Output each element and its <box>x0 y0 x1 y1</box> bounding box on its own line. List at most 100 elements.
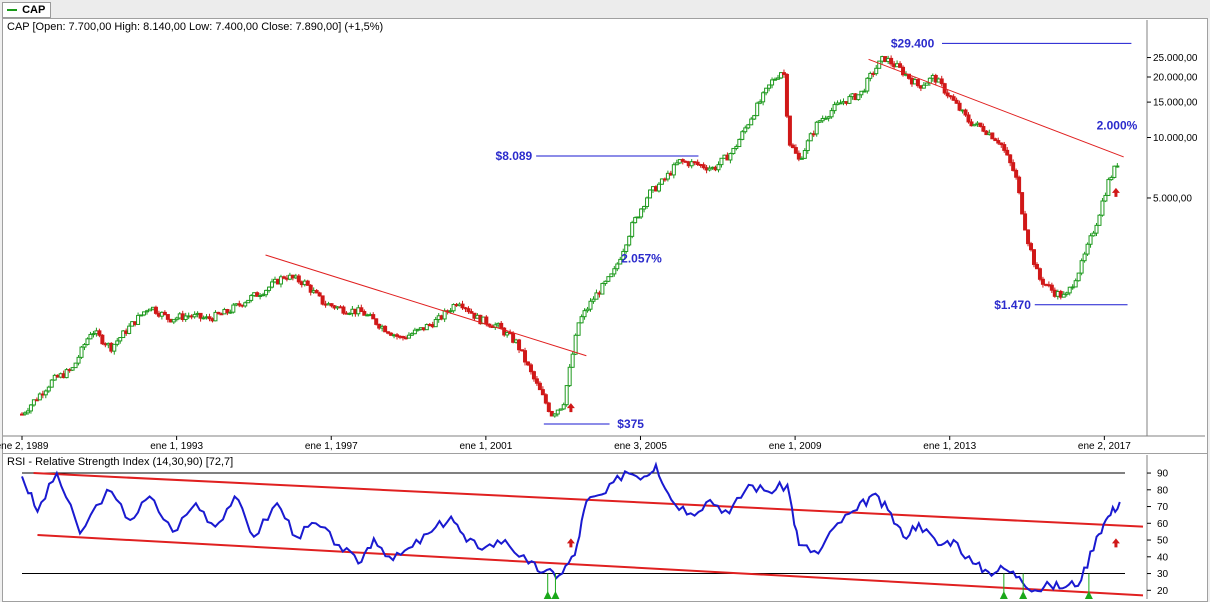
candle-body <box>528 364 533 373</box>
candle-body <box>317 292 322 297</box>
candle-body <box>1026 229 1031 245</box>
candle-body <box>79 346 84 358</box>
candle-body <box>921 84 926 89</box>
candle-body <box>659 178 664 185</box>
candle-body <box>1112 165 1117 178</box>
tab-cap[interactable]: CAP <box>2 2 52 18</box>
candle-body <box>889 57 894 65</box>
candle-body <box>624 244 629 252</box>
candle-body <box>153 306 158 314</box>
candle-body <box>216 311 221 315</box>
rsi-y-tick-label: 40 <box>1157 552 1169 563</box>
candle-body <box>901 66 906 76</box>
price-annotation: $29.400 <box>891 36 935 50</box>
candle-body <box>1097 214 1102 226</box>
rsi-buy-triangle <box>543 591 552 599</box>
candle-body <box>139 314 144 317</box>
candle-body <box>561 404 566 410</box>
candle-body <box>859 90 864 96</box>
candle-body <box>1100 200 1105 216</box>
candle-body <box>64 369 69 379</box>
candle-body <box>957 102 962 111</box>
candle-body <box>362 311 367 316</box>
candle-body <box>924 82 929 86</box>
candle-body <box>856 94 861 101</box>
candle-body <box>85 338 90 346</box>
candle-body <box>817 120 822 123</box>
rsi-y-tick-label: 90 <box>1157 469 1169 480</box>
candle-body <box>466 308 471 313</box>
candle-body <box>386 331 391 334</box>
candle-body <box>832 104 837 112</box>
candle-body <box>734 146 739 149</box>
candle-body <box>1103 194 1108 202</box>
price-annotation: $8.089 <box>496 149 533 163</box>
x-tick-label: ene 1, 1993 <box>150 441 203 452</box>
candle-body <box>320 295 325 305</box>
candle-body <box>267 286 272 291</box>
candle-body <box>1049 284 1054 291</box>
price-annotation: 2.057% <box>621 251 662 265</box>
rsi-pane[interactable]: RSI - Relative Strength Index (14,30,90)… <box>2 453 1208 602</box>
candle-body <box>383 325 388 333</box>
candle-body <box>1029 243 1034 251</box>
candle-body <box>793 147 798 154</box>
candle-body <box>906 73 911 79</box>
candle-body <box>198 312 203 319</box>
x-tick-label: ene 3, 2005 <box>614 441 667 452</box>
candle-body <box>73 362 78 369</box>
candle-body <box>308 284 313 293</box>
candle-body <box>147 308 152 312</box>
candle-body <box>796 152 801 160</box>
rsi-buy-triangle <box>1019 591 1028 599</box>
candle-body <box>374 318 379 325</box>
candle-body <box>689 161 694 167</box>
candle-body <box>543 394 548 404</box>
candle-body <box>755 102 760 117</box>
tab-label: CAP <box>22 4 46 16</box>
candle-body <box>612 268 617 275</box>
candle-body <box>576 322 581 336</box>
candle-body <box>329 303 334 307</box>
candle-body <box>162 311 167 316</box>
candle-body <box>127 325 132 334</box>
candle-body <box>695 161 700 165</box>
price-trendline <box>868 58 1124 158</box>
candle-body <box>898 63 903 68</box>
candle-body <box>645 197 650 207</box>
candle-body <box>621 250 626 260</box>
candle-body <box>28 404 33 412</box>
candle-body <box>600 282 605 295</box>
candle-body <box>359 307 364 313</box>
candle-body <box>966 114 971 123</box>
rsi-y-tick-label: 70 <box>1157 502 1169 513</box>
candle-body <box>415 328 420 331</box>
candle-body <box>278 276 283 285</box>
candle-body <box>255 292 260 297</box>
candle-body <box>249 295 254 301</box>
candle-body <box>570 353 575 368</box>
candle-body <box>499 322 504 329</box>
candle-body <box>737 138 742 148</box>
candle-body <box>665 172 670 180</box>
candle-body <box>823 117 828 120</box>
candle-body <box>865 77 870 92</box>
candle-body <box>243 302 248 307</box>
candle-body <box>969 121 974 127</box>
price-pane[interactable]: CAP [Open: 7.700,00 High: 8.140,00 Low: … <box>2 18 1208 454</box>
candle-body <box>49 379 54 388</box>
price-annotation: 2.000% <box>1097 118 1138 132</box>
candle-body <box>228 311 233 314</box>
candle-body <box>97 330 102 336</box>
candle-body <box>213 311 218 322</box>
candle-body <box>1073 280 1078 288</box>
candle-body <box>534 378 539 384</box>
candle-body <box>784 73 789 117</box>
candle-body <box>808 133 813 142</box>
candle-body <box>749 118 754 126</box>
candle-body <box>88 333 93 340</box>
candle-body <box>996 140 1001 144</box>
candle-body <box>636 216 641 219</box>
